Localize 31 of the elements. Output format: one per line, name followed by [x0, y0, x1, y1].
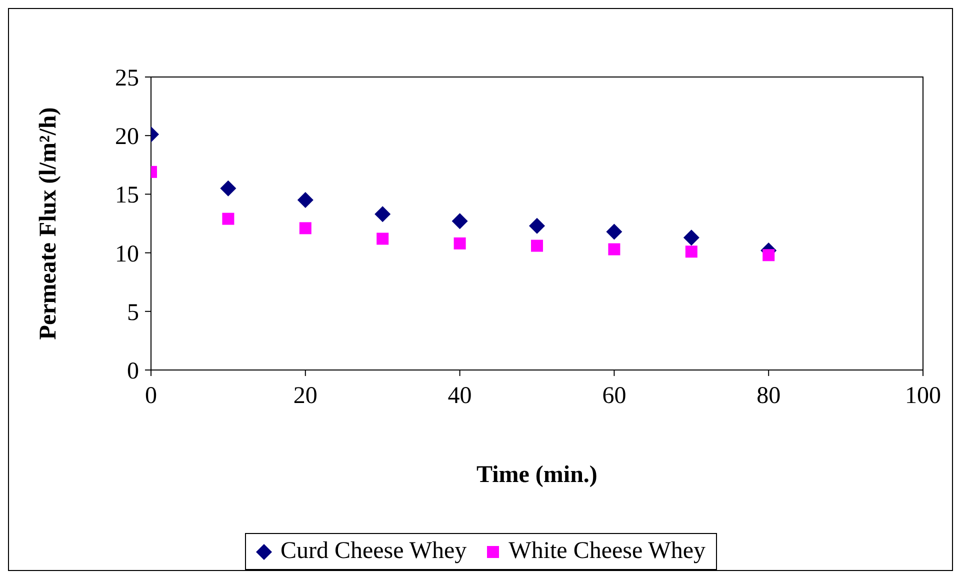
- point: [454, 237, 466, 250]
- legend-label: Curd Cheese Whey: [280, 538, 467, 565]
- point: [608, 243, 620, 256]
- point: [685, 246, 698, 258]
- y-tick-label: 0: [127, 358, 139, 385]
- legend-label: White Cheese Whey: [508, 538, 706, 565]
- point: [299, 222, 312, 234]
- point: [683, 230, 700, 246]
- y-tick-label: 15: [115, 182, 139, 209]
- point: [220, 180, 236, 196]
- point: [222, 212, 234, 225]
- point: [374, 206, 391, 222]
- y-tick-label: 25: [115, 66, 139, 92]
- y-tick-label: 20: [115, 124, 139, 150]
- x-axis-title: Time (min.): [476, 462, 598, 488]
- x-tick-label: 20: [293, 383, 318, 410]
- x-tick-label: 100: [905, 383, 941, 410]
- x-tick-label: 80: [756, 383, 781, 410]
- y-tick-label: 10: [115, 241, 139, 268]
- x-tick-label: 60: [602, 383, 626, 410]
- point: [376, 232, 389, 245]
- x-tick-label: 40: [448, 383, 472, 410]
- point: [297, 192, 314, 208]
- point: [452, 213, 468, 230]
- y-tick-label: 5: [127, 300, 139, 326]
- point: [529, 218, 545, 234]
- y-axis-title: Permeate Flux (l/m²/h): [36, 107, 62, 340]
- point: [762, 249, 775, 262]
- point: [606, 224, 622, 240]
- point: [531, 240, 543, 252]
- x-tick-label: 0: [145, 383, 157, 410]
